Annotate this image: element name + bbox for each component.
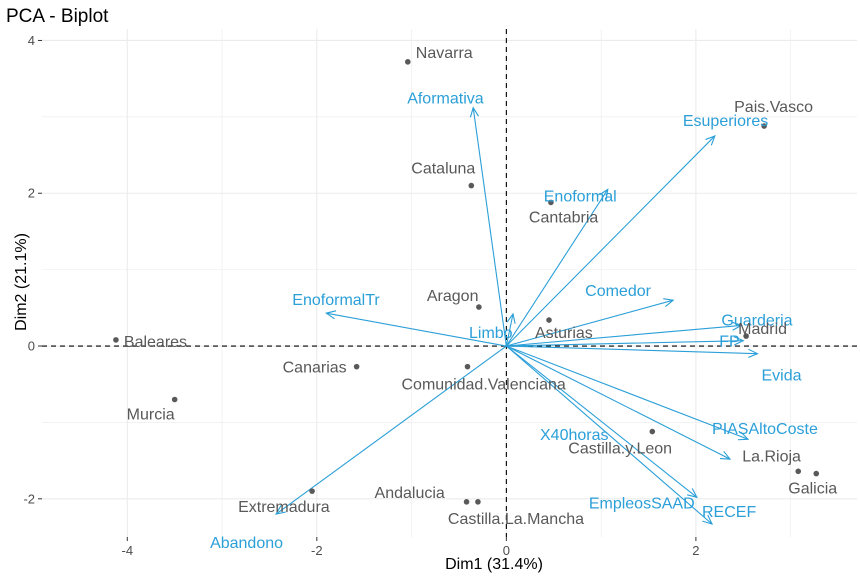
- individual-label-asturias: Asturias: [535, 325, 593, 342]
- variable-label-guarderia: Guarderia: [721, 312, 792, 329]
- x-tick-label: 2: [692, 543, 699, 558]
- individual-label-navarra: Navarra: [416, 45, 473, 62]
- variable-arrows: [274, 106, 759, 525]
- point-baleares: [113, 337, 119, 343]
- point-la.rioja: [795, 468, 802, 475]
- variable-label-x40horas: X40horas: [540, 427, 609, 444]
- variable-label-aformativa: Aformativa: [407, 91, 484, 108]
- arrowhead-guarderia: [731, 321, 743, 331]
- x-tick-label: 0: [503, 543, 510, 558]
- variable-label-evida: Evida: [761, 368, 801, 385]
- variable-label-abandono: Abandono: [210, 535, 283, 552]
- arrowhead-limbo: [506, 312, 516, 324]
- arrowhead-fp: [733, 336, 745, 346]
- point-castilla.la.mancha: [475, 499, 481, 505]
- variable-label-comedor: Comedor: [585, 283, 651, 300]
- point-navarra: [405, 59, 411, 65]
- point-cantabria: [548, 199, 554, 206]
- individual-points: [113, 59, 820, 505]
- individual-label-extremadura: Extremadura: [238, 499, 330, 516]
- arrow-limbo: [505, 313, 514, 347]
- individual-label-castilla.la.mancha: Castilla.La.Mancha: [448, 511, 584, 528]
- arrow-piasaltocoste: [506, 345, 749, 440]
- individual-label-galicia: Galicia: [788, 481, 837, 498]
- y-tick-label: 0: [28, 339, 35, 354]
- point-galicia: [813, 470, 820, 477]
- individual-label-andalucia: Andalucia: [375, 485, 445, 502]
- variable-label-limbo: Limbo: [469, 325, 513, 342]
- point-madrid: [743, 333, 749, 339]
- point-murcia: [171, 396, 178, 403]
- point-asturias: [546, 317, 552, 323]
- arrowhead-recef: [702, 514, 714, 525]
- variable-label-fp: FP: [719, 334, 739, 351]
- arrowhead-x40horas: [719, 450, 732, 460]
- point-extremadura: [309, 488, 315, 494]
- axes: -4 -2 0 2 -2 0 2 4: [23, 33, 699, 558]
- individual-label-madrid: Madrid: [738, 321, 787, 338]
- point-aragon: [476, 304, 482, 310]
- arrow-x40horas: [506, 345, 731, 460]
- point-cataluna: [468, 182, 475, 189]
- arrow-empleossaad: [506, 345, 698, 498]
- arrow-fp: [506, 340, 744, 347]
- y-tick-label: 2: [28, 186, 35, 201]
- variable-label-esuperiores: Esuperiores: [683, 113, 768, 130]
- arrow-enoformal: [505, 189, 609, 347]
- variable-label-enoformal: Enoformal: [544, 188, 617, 205]
- individual-label-cantabria: Cantabria: [529, 209, 598, 226]
- chart-title: PCA - Biplot: [6, 6, 109, 27]
- arrow-recef: [506, 345, 713, 525]
- x-tick-label: -2: [311, 543, 323, 558]
- arrow-abandono: [275, 345, 507, 515]
- arrow-evida: [506, 345, 758, 355]
- point-comunidad.valenciana: [464, 363, 471, 370]
- point-andalucia: [463, 499, 470, 505]
- reference-lines: [42, 29, 857, 537]
- x-tick-label: -4: [122, 543, 134, 558]
- individual-label-la.rioja: La.Rioja: [742, 448, 801, 465]
- y-tick-label: 4: [28, 33, 35, 48]
- arrowhead-abandono: [274, 505, 286, 515]
- x-axis-title: Dim1 (31.4%): [445, 556, 543, 573]
- arrow-esuperiores: [505, 135, 716, 347]
- arrowhead-evida: [748, 348, 759, 358]
- point-castilla.y.leon: [649, 428, 656, 435]
- individual-label-baleares: Baleares: [124, 334, 187, 351]
- arrowhead-piasaltocoste: [738, 431, 750, 441]
- arrow-aformativa: [472, 107, 507, 347]
- arrowhead-esuperiores: [705, 134, 716, 146]
- variable-label-empleossaad: EmpleosSAAD: [589, 495, 695, 512]
- arrowhead-enoformaltr: [324, 310, 337, 320]
- arrowhead-aformativa: [469, 106, 479, 118]
- variable-label-recef: RECEF: [702, 504, 756, 521]
- arrowhead-empleossaad: [687, 488, 698, 499]
- individual-label-castilla.y.leon: Castilla.y.Leon: [568, 441, 672, 458]
- variable-label-enoformaltr: EnoformalTr: [292, 292, 380, 309]
- point-labels: Aformativa Esuperiores Enoformal EnoformalT…: [124, 45, 837, 552]
- point-canarias: [353, 363, 360, 370]
- arrowhead-comedor: [663, 298, 675, 307]
- individual-label-cataluna: Cataluna: [411, 161, 475, 178]
- individual-label-pais.vasco: Pais.Vasco: [734, 99, 813, 116]
- arrow-guarderia: [506, 324, 742, 347]
- individual-label-comunidad.valenciana: Comunidad.Valenciana: [402, 377, 566, 394]
- point-pais.vasco: [761, 123, 767, 129]
- arrow-enoformaltr: [326, 312, 507, 347]
- individual-label-canarias: Canarias: [283, 360, 347, 377]
- individual-label-aragon: Aragon: [427, 288, 479, 305]
- arrowhead-enoformal: [599, 188, 609, 200]
- individual-label-murcia: Murcia: [127, 406, 175, 423]
- arrow-comedor: [506, 299, 674, 347]
- y-axis-title: Dim2 (21.1%): [13, 233, 30, 331]
- variable-label-piasaltocoste: PIASAltoCoste: [712, 421, 818, 438]
- y-tick-label: -2: [23, 491, 35, 506]
